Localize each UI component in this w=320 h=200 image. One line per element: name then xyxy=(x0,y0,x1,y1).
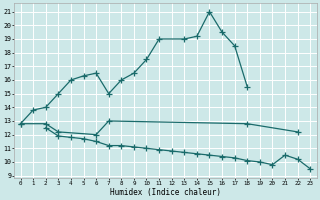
X-axis label: Humidex (Indice chaleur): Humidex (Indice chaleur) xyxy=(110,188,221,197)
